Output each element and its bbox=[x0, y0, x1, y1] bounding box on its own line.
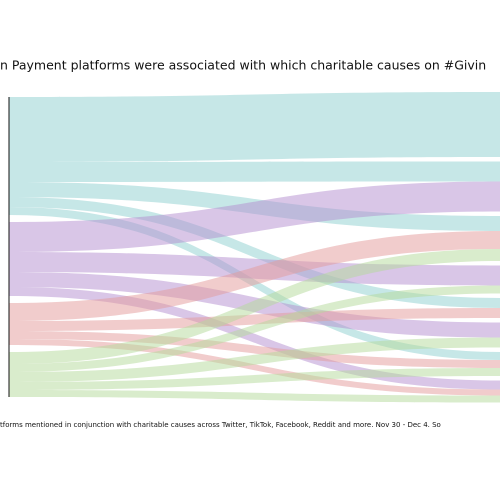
chart-subtitle: tforms mentioned in conjunction with cha… bbox=[0, 421, 441, 429]
chart-title: n Payment platforms were associated with… bbox=[0, 58, 486, 73]
flow-link bbox=[9, 249, 500, 364]
flow-link bbox=[9, 161, 500, 182]
flow-link bbox=[9, 231, 500, 321]
flow-link bbox=[9, 287, 500, 390]
flow-link bbox=[9, 285, 500, 372]
flow-link bbox=[9, 92, 500, 162]
flow-link bbox=[9, 331, 500, 368]
flow-link bbox=[9, 339, 500, 396]
flow-link bbox=[9, 337, 500, 382]
flow-link bbox=[9, 181, 500, 252]
flow-link bbox=[9, 197, 500, 308]
flow-link bbox=[9, 368, 500, 390]
flow-link bbox=[9, 308, 500, 331]
flow-link bbox=[9, 390, 500, 403]
